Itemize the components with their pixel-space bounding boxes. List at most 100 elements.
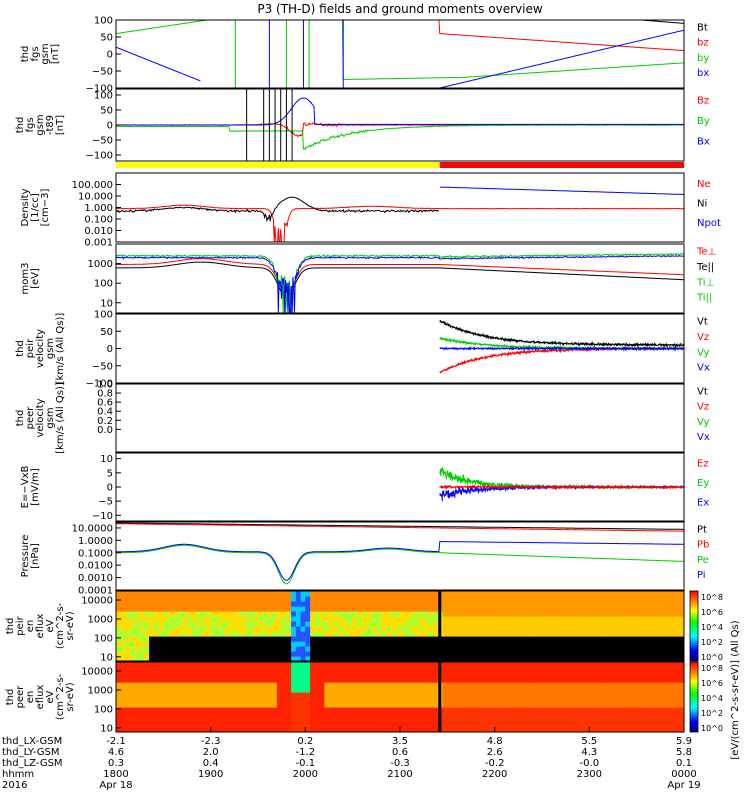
- spectrogram-cell: [418, 596, 425, 602]
- spectrogram-cell: [381, 621, 387, 627]
- spectrogram-cell: [518, 621, 524, 627]
- spectrogram-cell: [494, 687, 500, 693]
- spectrogram-cell: [314, 646, 321, 652]
- svg-text:velocity: velocity: [35, 329, 46, 368]
- spectrogram-cell: [144, 702, 150, 708]
- spectrogram-cell: [385, 712, 392, 718]
- spectrogram-cell: [518, 591, 524, 597]
- spectrogram-cell: [149, 722, 155, 728]
- spectrogram-cell: [281, 616, 287, 622]
- spectrogram-cell: [418, 616, 425, 622]
- spectrogram-cell: [272, 662, 278, 668]
- y-tick-label: −100: [86, 84, 113, 95]
- spectrogram-cell: [589, 651, 595, 657]
- spectrogram-cell: [404, 646, 410, 652]
- spectrogram-cell: [627, 672, 633, 678]
- spectrogram-cell: [371, 591, 377, 597]
- spectrogram-cell: [471, 606, 477, 612]
- spectrogram-cell: [333, 727, 339, 732]
- spectrogram-cell: [272, 722, 278, 728]
- spectrogram-cell: [153, 656, 160, 661]
- spectrogram-cell: [400, 616, 406, 622]
- spectrogram-cell: [442, 616, 448, 622]
- spectrogram-cell: [172, 606, 179, 612]
- spectrogram-cell: [357, 717, 363, 723]
- spectrogram-cell: [139, 621, 145, 627]
- svg-text:thd: thd: [5, 618, 16, 635]
- spectrogram-cell: [665, 707, 671, 713]
- spectrogram-cell: [163, 692, 169, 698]
- spectrogram-cell: [471, 662, 477, 668]
- spectrogram-cell: [390, 656, 396, 661]
- spectrogram-cell: [546, 616, 552, 622]
- spectrogram-cell: [466, 717, 472, 723]
- spectrogram-cell: [163, 697, 169, 703]
- spectrogram-cell: [627, 611, 633, 617]
- spectrogram-cell: [494, 636, 500, 642]
- spectrogram-cell: [646, 662, 652, 668]
- spectrogram-cell: [532, 631, 538, 637]
- panel-frame: [115, 521, 685, 591]
- spectrogram-cell: [295, 722, 302, 728]
- spectrogram-cell: [669, 677, 676, 683]
- spectrogram-cell: [191, 717, 197, 723]
- spectrogram-cell: [291, 727, 297, 732]
- spectrogram-cell: [116, 611, 122, 617]
- x-tick-label: Apr 18: [99, 780, 132, 791]
- spectrogram-cell: [362, 611, 368, 617]
- spectrogram-cell: [655, 626, 661, 632]
- spectrogram-cell: [253, 646, 259, 652]
- spectrogram-cell: [617, 646, 623, 652]
- spectrogram-cell: [542, 621, 548, 627]
- spectrogram-cell: [551, 727, 557, 732]
- spectrogram-cell: [646, 702, 652, 708]
- spectrogram-cell: [598, 727, 605, 732]
- spectrogram-cell: [594, 662, 600, 668]
- spectrogram-cell: [650, 682, 657, 688]
- spectrogram-cell: [560, 591, 567, 597]
- spectrogram-cell: [163, 636, 169, 642]
- spectrogram-cell: [594, 672, 600, 678]
- spectrogram-cell: [594, 697, 600, 703]
- spectrogram-cell: [617, 672, 623, 678]
- spectrogram-cell: [314, 626, 321, 632]
- spectrogram-cell: [324, 677, 330, 683]
- spectrogram-cell: [314, 707, 321, 713]
- spectrogram-cell: [120, 672, 126, 678]
- spectrogram-cell: [224, 712, 231, 718]
- spectrogram-cell: [191, 646, 197, 652]
- spectrogram-cell: [546, 596, 552, 602]
- spectrogram-cell: [319, 616, 325, 622]
- spectrogram-cell: [338, 601, 344, 607]
- spectrogram-cell: [589, 621, 595, 627]
- spectrogram-cell: [565, 606, 571, 612]
- spectrogram-cell: [433, 667, 439, 673]
- spectrogram-cell: [404, 717, 410, 723]
- spectrogram-cell: [669, 717, 676, 723]
- spectrogram-cell: [310, 651, 316, 657]
- spectrogram-cell: [603, 596, 609, 602]
- spectrogram-cell: [305, 712, 311, 718]
- spectrogram-cell: [617, 722, 623, 728]
- spectrogram-cell: [608, 687, 614, 693]
- spectrogram-cell: [258, 692, 264, 698]
- spectrogram-cell: [404, 662, 410, 668]
- spectrogram-cell: [362, 596, 368, 602]
- spectrogram-cell: [499, 667, 505, 673]
- spectrogram-cell: [205, 591, 212, 597]
- x-tick-label: 3.5: [392, 736, 408, 747]
- spectrogram-cell: [168, 682, 174, 688]
- spectrogram-cell: [347, 707, 354, 713]
- spectrogram-cell: [130, 651, 136, 657]
- spectrogram-cell: [220, 682, 226, 688]
- spectrogram-cell: [665, 611, 671, 617]
- spectrogram-cell: [532, 611, 538, 617]
- spectrogram-cell: [418, 717, 425, 723]
- spectrogram-cell: [305, 621, 311, 627]
- spectrogram-cell: [471, 722, 477, 728]
- spectrogram-cell: [343, 702, 349, 708]
- spectrogram-cell: [329, 692, 335, 698]
- spectrogram-cell: [371, 702, 377, 708]
- spectrogram-cell: [489, 722, 496, 728]
- spectrogram-cell: [305, 656, 311, 661]
